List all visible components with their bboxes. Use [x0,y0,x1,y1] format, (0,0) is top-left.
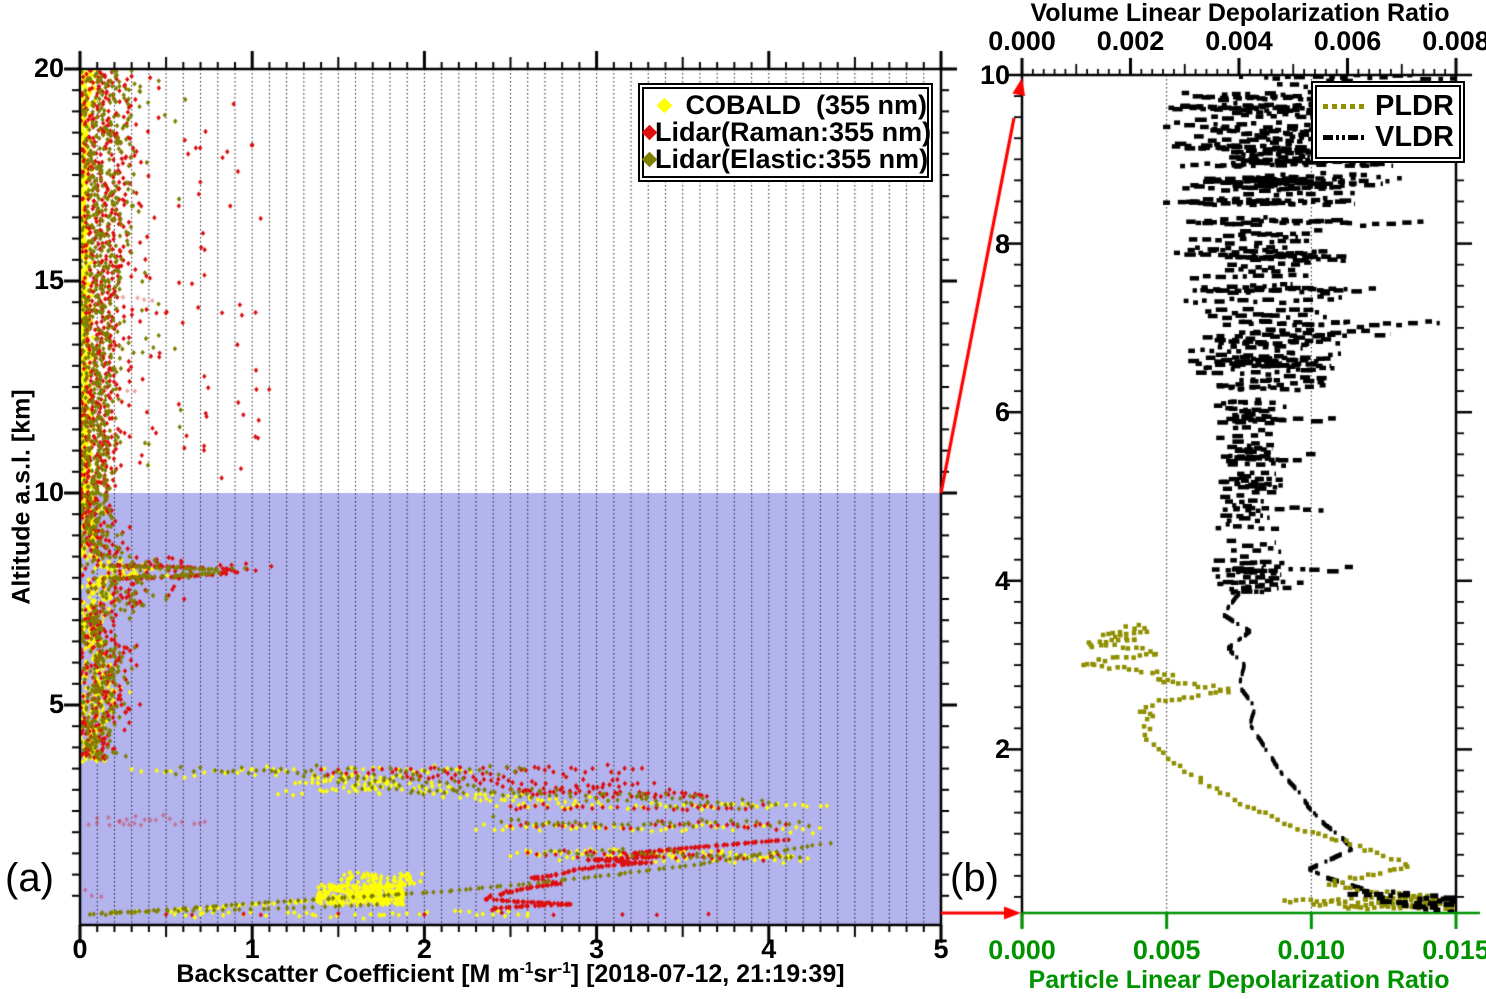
legend-a: COBALD (355 nm) Lidar(Raman:355 nm) Lida… [638,83,933,182]
x-axis-title-a: Backscatter Coefficient [M m-1sr-1] [201… [176,960,845,988]
x-tick-label-a: 1 [244,934,260,964]
legend-item-pldr: PLDR [1323,90,1459,122]
y-tick-label-b: 8 [994,228,1010,259]
bottom-tick-label-b: 0.000 [988,935,1056,965]
pldr-dotted-line-icon [1323,104,1365,109]
y-tick-label-a: 20 [33,53,64,83]
legend-label-elastic: Lidar(Elastic:355 nm) [655,144,929,174]
top-tick-label-b: 0.002 [1096,26,1165,56]
top-axis-title-b: Volume Linear Depolarization Ratio [1030,0,1450,27]
x-tick-label-a: 4 [761,934,777,964]
y-tick-label-a: 15 [33,265,64,295]
bottom-tick-label-b: 0.015 [1422,935,1486,965]
legend-item-cobald: COBALD (355 nm) [644,90,927,120]
x-tick-label-a: 5 [933,934,949,964]
panel-label-a: (a) [5,856,54,900]
legend-label-raman: Lidar(Raman:355 nm) [655,117,932,147]
x-tick-label-a: 3 [589,934,605,964]
vldr-dashdot-line-icon [1323,135,1365,140]
x-tick-label-a: 2 [416,934,432,964]
y-tick-label-b: 6 [994,397,1010,428]
legend-item-vldr: VLDR [1323,121,1459,153]
top-tick-label-b: 0.000 [988,26,1056,56]
legend-label-cobald: COBALD (355 nm) [685,90,927,120]
x-tick-label-a: 0 [72,934,88,964]
legend-label-pldr: PLDR [1375,90,1454,122]
y-tick-label-a: 5 [48,689,64,719]
legend-b: PLDR VLDR [1311,81,1465,163]
legend-item-raman: Lidar(Raman:355 nm) [641,117,931,147]
legend-a-box: COBALD (355 nm) Lidar(Raman:355 nm) Lida… [641,87,931,178]
top-tick-label-b: 0.004 [1205,26,1273,56]
legend-b-box: PLDR VLDR [1315,85,1461,159]
y-tick-label-b: 2 [994,734,1010,765]
bottom-axis-title-b: Particle Linear Depolarization Ratio [1028,966,1450,994]
y-tick-label-b: 4 [994,565,1010,596]
bottom-tick-label-b: 0.010 [1277,935,1346,965]
bottom-tick-label-b: 0.005 [1132,935,1201,965]
top-tick-label-b: 0.006 [1313,26,1382,56]
y-tick-label-a: 10 [33,477,64,507]
cobald-diamond-icon [656,97,673,114]
legend-label-vldr: VLDR [1375,121,1454,153]
panel-label-b: (b) [950,856,999,900]
top-tick-label-b: 0.008 [1422,26,1486,56]
y-tick-label-b: 10 [979,60,1010,90]
legend-item-elastic: Lidar(Elastic:355 nm) [641,144,929,174]
